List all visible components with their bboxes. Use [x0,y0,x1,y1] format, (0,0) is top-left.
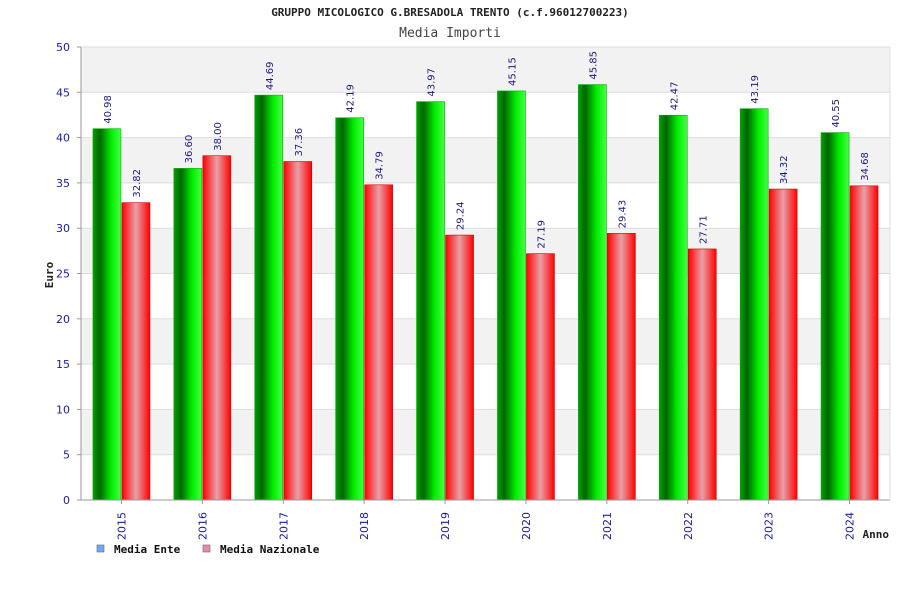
data-label: 32.82 [132,169,143,198]
y-tick-labels: 0 5 10 15 20 25 30 35 40 45 50 [56,41,70,507]
plot-band [81,47,890,93]
legend-label: Media Ente [114,543,181,556]
data-label: 36.60 [184,135,195,164]
data-labels: 40.98 36.60 44.69 42.19 43.97 45.15 45.85 42.47… [103,51,871,249]
bar-ente-2020 [497,90,526,501]
x-tick-labels: 2015 2016 2017 2018 2019 2020 2021 2022 2023 2024 [115,512,856,540]
data-label: 27.19 [536,220,547,249]
plot-band [81,182,890,229]
data-label: 45.85 [588,51,599,80]
legend: Media Ente Media Nazionale [96,543,320,556]
bar-ente-2024 [820,132,850,501]
plot-band [81,273,890,319]
plot-band [81,228,890,274]
bar-nazionale-2016 [202,155,232,501]
bar-nazionale-2015 [121,202,151,501]
x-tick-label: 2016 [196,512,209,540]
bar-nazionale-2024 [849,185,879,501]
bar-nazionale-2021 [607,233,636,501]
bar-ente-2023 [739,108,769,501]
bar-ente-2019 [416,101,445,501]
x-axis-title: Anno [863,528,890,541]
x-tick-label: 2024 [844,512,857,540]
bars-group [92,84,879,501]
plot-band [81,92,890,138]
chart-subtitle: Media Importi [399,26,501,41]
bar-nazionale-2022 [687,248,717,501]
bar-nazionale-2023 [768,188,798,501]
chart-title: GRUPPO MICOLOGICO G.BRESADOLA TRENTO (c.… [271,6,629,19]
data-label: 40.55 [831,99,842,128]
legend-swatch [202,544,211,553]
legend-swatch [96,544,105,553]
bar-nazionale-2019 [445,234,474,501]
data-label: 42.47 [669,82,680,111]
bar-nazionale-2017 [283,161,313,501]
y-axis-title: Euro [43,261,56,288]
data-label: 45.15 [507,57,518,86]
x-tick-label: 2018 [358,512,371,540]
x-tick-label: 2019 [439,512,452,540]
y-tick-label: 20 [56,313,70,326]
data-label: 29.43 [617,200,628,229]
x-tick-label: 2015 [115,512,128,540]
data-label: 43.97 [427,68,438,97]
axes-group [77,46,891,504]
plot-band [81,454,890,500]
bar-ente-2018 [335,117,364,501]
y-tick-label: 50 [56,41,70,54]
bar-ente-2016 [173,168,203,501]
data-label: 44.69 [265,61,276,90]
bar-nazionale-2018 [364,184,393,501]
x-tick-label: 2021 [601,512,614,540]
bar-ente-2022 [658,114,688,501]
data-label: 34.79 [375,151,386,180]
y-tick-label: 45 [56,86,70,99]
plot-band [81,137,890,183]
x-tick-label: 2023 [763,512,776,540]
data-label: 40.98 [103,95,114,124]
y-tick-label: 40 [56,132,70,145]
y-tick-label: 30 [56,222,70,235]
plot-band [81,318,890,365]
data-label: 29.24 [456,201,467,230]
plot-band [81,409,890,455]
y-tick-label: 25 [56,268,70,281]
data-label: 34.68 [860,152,871,181]
bar-nazionale-2020 [526,253,555,501]
legend-label: Media Nazionale [220,543,320,556]
y-tick-label: 5 [63,449,70,462]
bar-ente-2021 [578,84,607,501]
plot-band [81,364,890,410]
data-label: 27.71 [698,215,709,244]
x-tick-label: 2020 [520,512,533,540]
bar-ente-2015 [92,128,122,501]
data-label: 38.00 [213,122,224,151]
data-label: 34.32 [779,155,790,184]
x-tick-label: 2017 [277,512,290,540]
bar-ente-2017 [254,94,284,501]
y-tick-label: 15 [56,358,70,371]
data-label: 42.19 [346,84,357,113]
data-label: 37.36 [294,128,305,157]
y-tick-label: 35 [56,177,70,190]
data-label: 43.19 [750,75,761,104]
y-tick-label: 10 [56,403,70,416]
x-tick-label: 2022 [682,512,695,540]
y-tick-label: 0 [63,494,70,507]
